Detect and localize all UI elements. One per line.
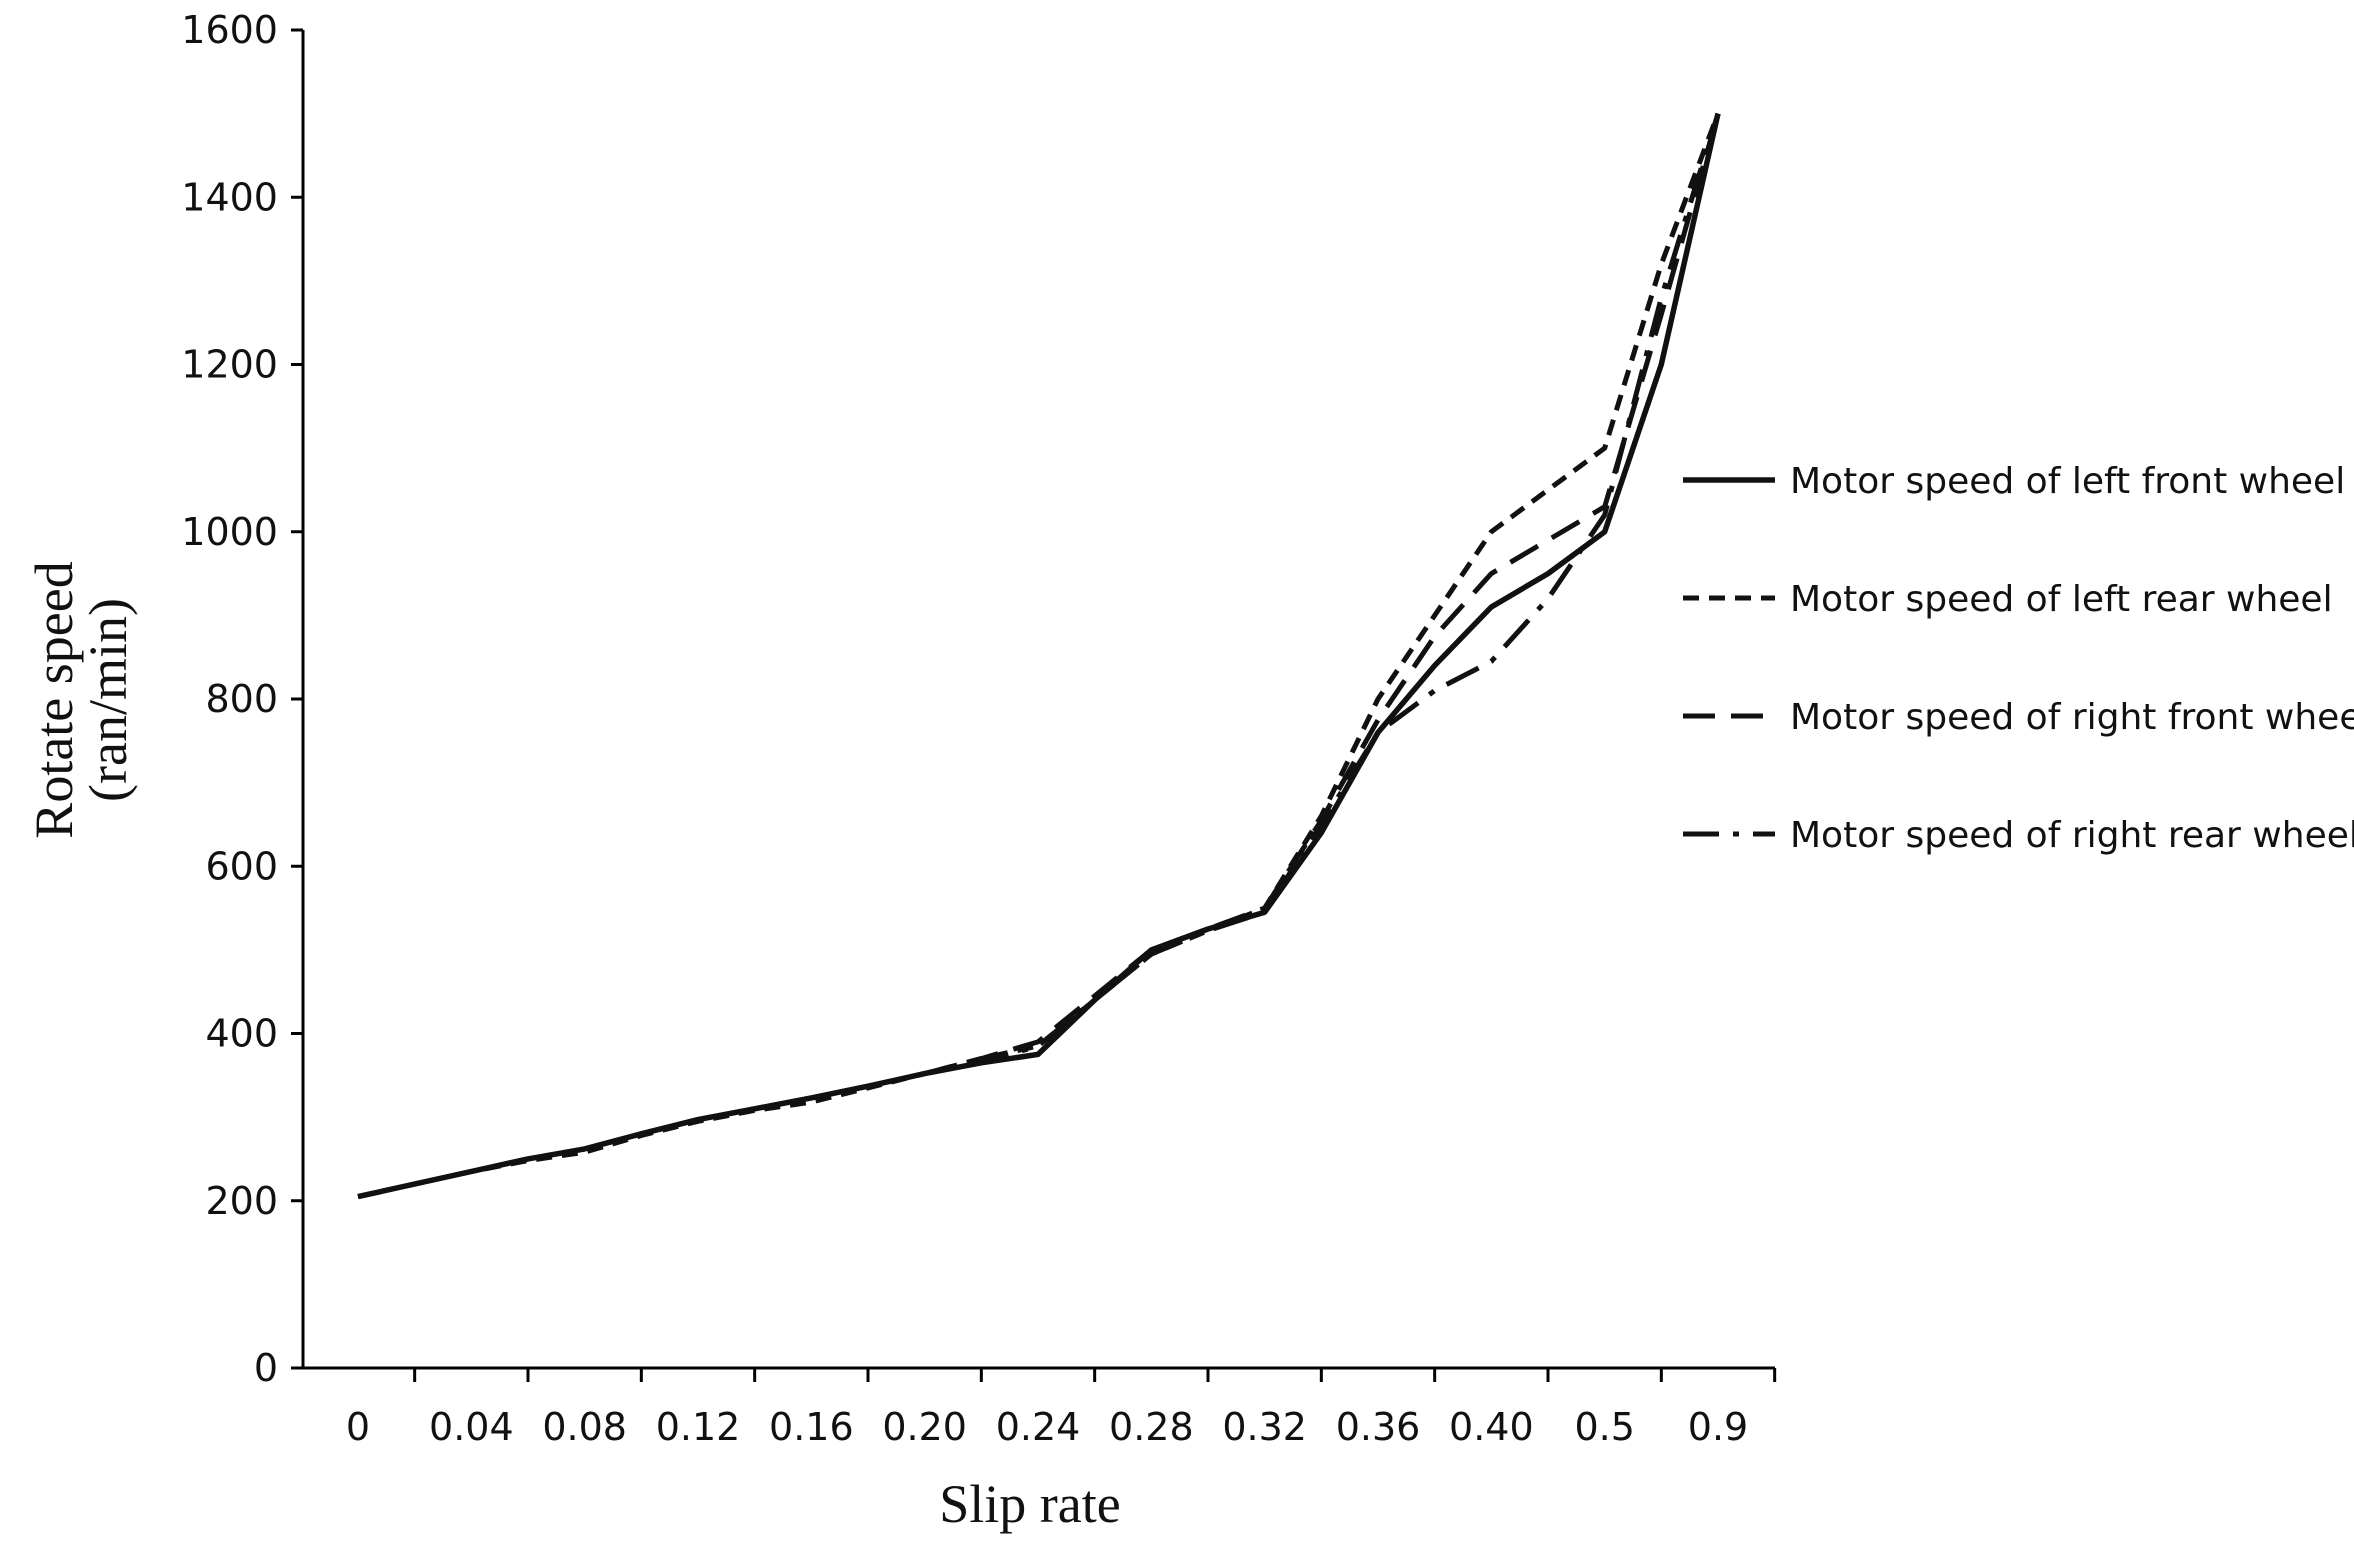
x-tick-label: 0.40: [1449, 1405, 1534, 1449]
y-axis-unit: (ran/min): [78, 598, 138, 802]
y-tick-label: 200: [205, 1179, 278, 1223]
x-tick-label: 0.12: [656, 1405, 741, 1449]
x-tick-label: 0.9: [1688, 1405, 1748, 1449]
y-tick-label: 400: [205, 1012, 278, 1056]
x-tick-label: 0.20: [882, 1405, 967, 1449]
y-tick-label: 0: [254, 1346, 278, 1390]
legend-label-3: Motor speed of right front wheel: [1790, 697, 2354, 738]
x-tick-label: 0.24: [996, 1405, 1081, 1449]
y-tick-label: 1400: [181, 175, 278, 219]
x-tick-label: 0.36: [1336, 1405, 1421, 1449]
series-line-4: [357, 112, 1721, 1200]
x-tick-label: 0.28: [1109, 1405, 1194, 1449]
legend-label-1: Motor speed of left front wheel: [1790, 461, 2345, 502]
y-axis-title: Rotate speed: [24, 561, 84, 838]
x-tick-label: 0.5: [1574, 1405, 1634, 1449]
x-axis-title: Slip rate: [939, 1474, 1120, 1534]
y-tick-label: 1000: [181, 510, 278, 554]
y-ticks: 0 200 400 600 800 1000 1200 1400 1600: [181, 8, 303, 1390]
y-tick-label: 1200: [181, 343, 278, 387]
y-tick-label: 600: [205, 844, 278, 888]
series-line-3: [357, 112, 1721, 1200]
axes: [301, 30, 1775, 1370]
x-tick-label: 0.04: [429, 1405, 514, 1449]
legend: Motor speed of left front wheel Motor spe…: [1683, 461, 2354, 856]
y-tick-label: 800: [205, 677, 278, 721]
x-tick-label: 0.08: [542, 1405, 627, 1449]
series-line-2: [357, 112, 1721, 1200]
x-tick-label: 0: [346, 1405, 370, 1449]
series-line-1: [357, 112, 1721, 1200]
x-tick-label: 0.16: [769, 1405, 854, 1449]
series-layer: [357, 112, 1721, 1200]
x-tick-label: 0.32: [1222, 1405, 1307, 1449]
y-tick-label: 1600: [181, 8, 278, 52]
legend-label-2: Motor speed of left rear wheel: [1790, 579, 2333, 620]
x-ticks: 0 0.04 0.08 0.12 0.16 0.20 0.24 0.28 0.32 0.36 0.4…: [346, 1368, 1777, 1449]
legend-label-4: Motor speed of right rear wheel: [1790, 815, 2354, 856]
